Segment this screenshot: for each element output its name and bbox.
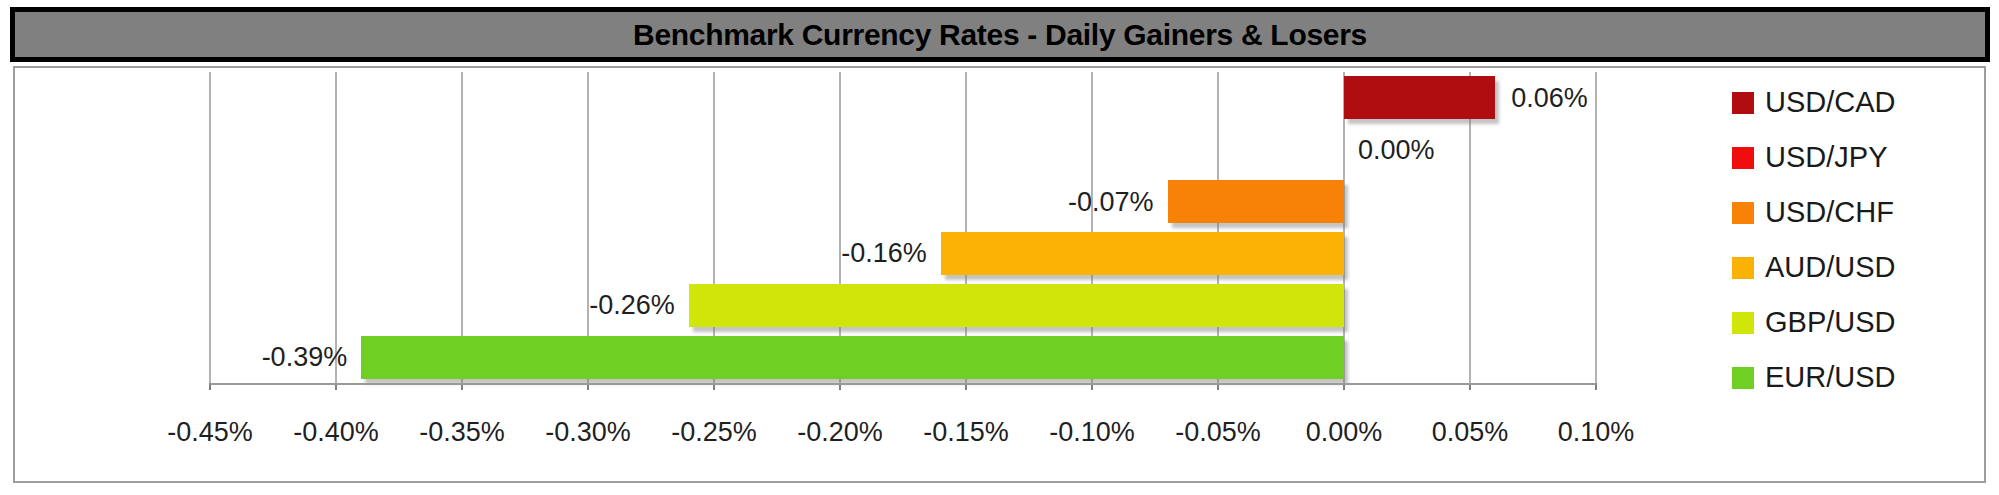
legend-label: GBP/USD <box>1765 306 1896 339</box>
bar-data-label: -0.39% <box>262 341 348 373</box>
legend-item-usd-jpy: USD/JPY <box>1732 130 1896 185</box>
chart-plot-container: 0.06% 0.00% -0.07% -0.16% -0.26% -0.39% -0.45… <box>13 66 1986 483</box>
chart-title: Benchmark Currency Rates - Daily Gainers… <box>633 18 1367 52</box>
gridline <box>335 72 337 383</box>
x-axis-line <box>210 383 1596 385</box>
legend: USD/CAD USD/JPY USD/CHF AUD/USD GBP/USD EUR/U… <box>1732 75 1896 405</box>
bar-usd-chf <box>1168 180 1344 223</box>
bar-data-label: -0.07% <box>1068 186 1154 218</box>
x-axis-tick-label: -0.20% <box>770 416 910 448</box>
x-axis-tick-label: 0.05% <box>1400 416 1540 448</box>
legend-label: USD/JPY <box>1765 141 1887 174</box>
legend-label: USD/CAD <box>1765 86 1896 119</box>
legend-item-eur-usd: EUR/USD <box>1732 350 1896 405</box>
legend-item-usd-chf: USD/CHF <box>1732 185 1896 240</box>
x-axis-tick-label: -0.40% <box>266 416 406 448</box>
chart-title-bar: Benchmark Currency Rates - Daily Gainers… <box>10 7 1990 62</box>
currency-rates-chart: Benchmark Currency Rates - Daily Gainers… <box>0 0 1999 495</box>
legend-label: AUD/USD <box>1765 251 1896 284</box>
legend-label: EUR/USD <box>1765 361 1896 394</box>
legend-swatch-icon <box>1732 92 1754 114</box>
legend-label: USD/CHF <box>1765 196 1894 229</box>
x-axis-tick-label: -0.30% <box>518 416 658 448</box>
legend-swatch-icon <box>1732 312 1754 334</box>
x-axis-tick-label: -0.10% <box>1022 416 1162 448</box>
legend-item-usd-cad: USD/CAD <box>1732 75 1896 130</box>
bar-data-label: 0.00% <box>1358 134 1435 166</box>
bar-eur-usd <box>361 336 1344 379</box>
bar-data-label: -0.26% <box>589 289 675 321</box>
bar-data-label: -0.16% <box>841 237 927 269</box>
x-axis-tick-label: 0.00% <box>1274 416 1414 448</box>
gridline <box>1595 72 1597 383</box>
legend-swatch-icon <box>1732 147 1754 169</box>
bar-gbp-usd <box>689 284 1344 327</box>
x-axis-tick-label: -0.45% <box>140 416 280 448</box>
gridline <box>209 72 211 383</box>
legend-swatch-icon <box>1732 257 1754 279</box>
x-axis-tick-label: -0.15% <box>896 416 1036 448</box>
legend-swatch-icon <box>1732 202 1754 224</box>
bar-data-label: 0.06% <box>1511 82 1588 114</box>
x-axis-tick-label: -0.25% <box>644 416 784 448</box>
x-axis-tick-label: 0.10% <box>1526 416 1666 448</box>
x-axis-tick-label: -0.35% <box>392 416 532 448</box>
bar-usd-cad <box>1344 76 1495 119</box>
legend-swatch-icon <box>1732 367 1754 389</box>
legend-item-aud-usd: AUD/USD <box>1732 240 1896 295</box>
bar-aud-usd <box>941 232 1344 275</box>
legend-item-gbp-usd: GBP/USD <box>1732 295 1896 350</box>
x-axis-tick-label: -0.05% <box>1148 416 1288 448</box>
